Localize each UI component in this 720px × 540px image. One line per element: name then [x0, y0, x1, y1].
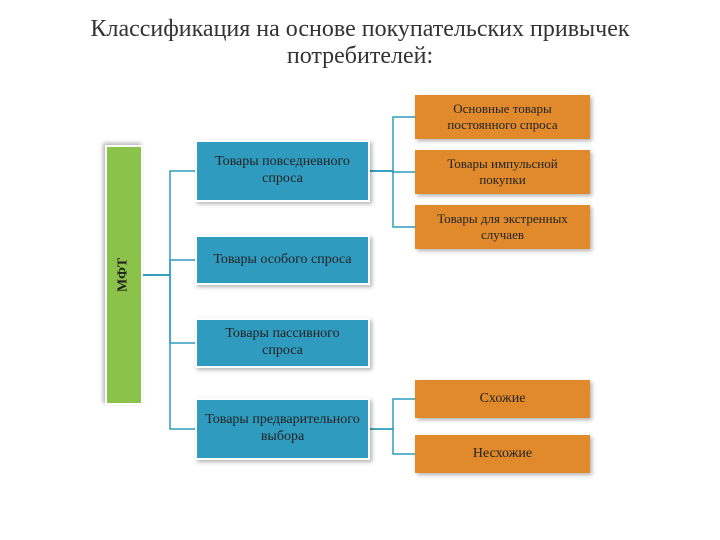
page-title: Классификация на основе покупательских п…: [0, 0, 720, 70]
tree-level3-node: Основные товары постоянного спроса: [415, 95, 590, 139]
tree-level3-node: Товары для экстренных случаев: [415, 205, 590, 249]
tree-level3-node: Товары импульсной покупки: [415, 150, 590, 194]
tree-level2-node: Товары повседневного спроса: [195, 140, 370, 202]
tree-level2-node: Товары особого спроса: [195, 235, 370, 285]
tree-level2-node: Товары пассивного спроса: [195, 318, 370, 368]
tree-level2-node: Товары предварительного выбора: [195, 398, 370, 460]
classification-tree: МФТ Товары повседневного спроса Товары о…: [0, 70, 720, 540]
tree-level3-node: Схожие: [415, 380, 590, 418]
tree-root-node: МФТ: [105, 145, 143, 405]
tree-level3-node: Несхожие: [415, 435, 590, 473]
